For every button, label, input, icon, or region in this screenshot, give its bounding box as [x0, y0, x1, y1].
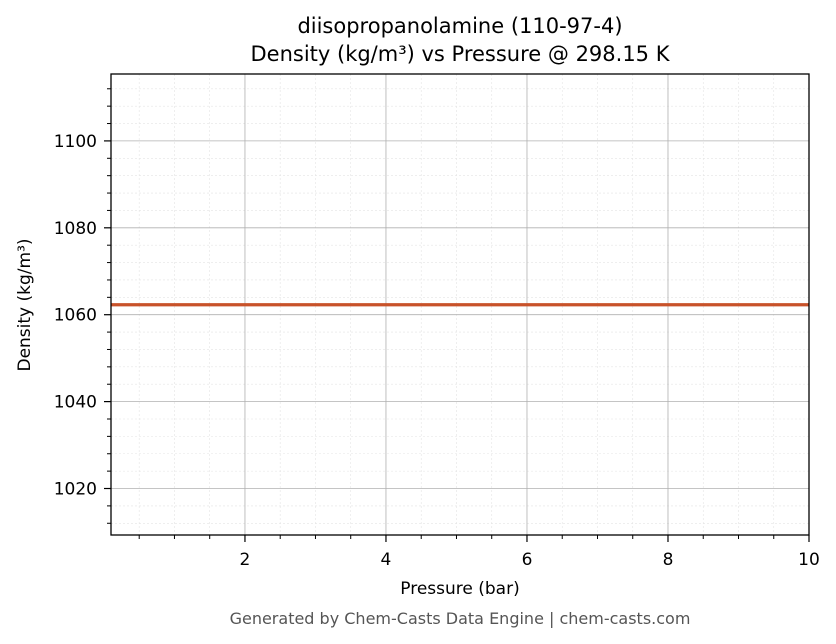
y-axis-label: Density (kg/m³): [15, 238, 35, 371]
x-tick-label: 2: [240, 550, 251, 570]
footer-credit: Generated by Chem-Casts Data Engine | ch…: [230, 609, 691, 628]
x-tick-label: 10: [798, 550, 820, 570]
chart-subtitle: Density (kg/m³) vs Pressure @ 298.15 K: [250, 42, 670, 66]
y-tick-label: 1100: [54, 132, 97, 152]
x-axis-label: Pressure (bar): [400, 579, 519, 599]
y-tick-label: 1060: [54, 306, 97, 326]
x-tick-label: 8: [663, 550, 674, 570]
y-tick-label: 1080: [54, 219, 97, 239]
y-tick-label: 1020: [54, 480, 97, 500]
y-tick-label: 1040: [54, 393, 97, 413]
y-axis-ticks: 1020 1040 1060 1080 1100: [54, 88, 111, 524]
x-axis-ticks: 2 4 6 8 10: [138, 535, 820, 570]
minor-gridlines: [111, 74, 809, 535]
chart-title: diisopropanolamine (110-97-4): [297, 14, 622, 38]
x-tick-label: 6: [522, 550, 533, 570]
x-tick-label: 4: [381, 550, 392, 570]
plot-frame: [110, 73, 810, 536]
